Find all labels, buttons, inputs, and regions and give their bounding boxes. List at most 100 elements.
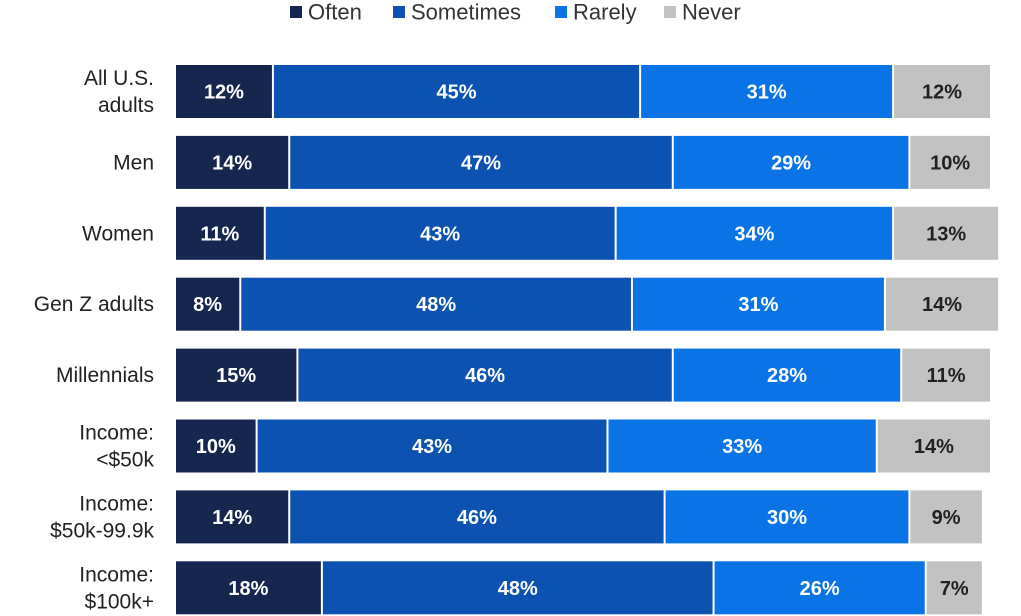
legend-swatch-never bbox=[664, 6, 676, 18]
category-label-line: Millennials bbox=[56, 364, 154, 387]
data-label-rarely-income-50k-99-9k: 30% bbox=[767, 507, 807, 529]
bar-row-women: 11% 43% 34% 13% bbox=[176, 206, 999, 260]
data-label-never-gen-z-adults: 14% bbox=[922, 294, 962, 316]
data-label-never-women: 13% bbox=[926, 223, 966, 245]
bar-sometimes-gen-z-adults bbox=[241, 277, 631, 331]
category-label-income-100k: Income: $100k+ bbox=[79, 563, 154, 613]
legend-swatch-often bbox=[290, 6, 302, 18]
bar-row-millennials: 15% 46% 28% 11% bbox=[176, 348, 990, 402]
category-labels: All U.S. adults Men Women Gen Z adults Millen… bbox=[34, 67, 155, 613]
legend-label-rarely: Rarely bbox=[573, 0, 637, 25]
bar-sometimes-income-100k bbox=[322, 561, 713, 615]
category-label-gen-z-adults: Gen Z adults bbox=[34, 293, 154, 316]
category-label-millennials: Millennials bbox=[56, 364, 154, 387]
data-label-rarely-women: 34% bbox=[734, 223, 774, 245]
bar-rarely-gen-z-adults bbox=[632, 277, 884, 331]
category-label-line: All U.S. bbox=[84, 67, 154, 90]
data-label-often-millennials: 15% bbox=[216, 365, 256, 387]
data-label-sometimes-income-100k: 48% bbox=[498, 578, 538, 600]
data-label-rarely-gen-z-adults: 31% bbox=[738, 294, 778, 316]
legend-swatch-rarely bbox=[555, 6, 567, 18]
bar-often-income-50k bbox=[176, 419, 256, 473]
bar-rarely-income-50k-99-9k bbox=[665, 490, 909, 544]
category-label-line: Gen Z adults bbox=[34, 293, 154, 316]
bar-row-all-u-s-adults: 12% 45% 31% 12% bbox=[176, 65, 990, 118]
data-label-rarely-men: 29% bbox=[771, 152, 811, 174]
category-label-income-50k-99-9k: Income: $50k-99.9k bbox=[50, 492, 154, 542]
bars: 12% 45% 31% 12% 14% 47% 29% 10% 11% 43% 34% 13% 8% 48… bbox=[176, 65, 999, 615]
bar-sometimes-income-50k-99-9k bbox=[290, 490, 664, 544]
legend-item-rarely: Rarely bbox=[555, 0, 637, 25]
data-label-often-all-u-s-adults: 12% bbox=[204, 82, 244, 104]
category-label-line: Income: bbox=[79, 563, 154, 586]
data-label-rarely-all-u-s-adults: 31% bbox=[747, 82, 787, 104]
legend-label-often: Often bbox=[308, 0, 362, 25]
legend-item-sometimes: Sometimes bbox=[393, 0, 521, 25]
data-label-sometimes-men: 47% bbox=[461, 152, 501, 174]
category-label-line: Income: bbox=[79, 492, 154, 515]
category-label-income-50k: Income: <$50k bbox=[79, 421, 154, 471]
data-label-never-income-50k: 14% bbox=[914, 436, 954, 458]
data-label-sometimes-income-50k-99-9k: 46% bbox=[457, 507, 497, 529]
category-label-men: Men bbox=[113, 151, 154, 174]
bar-never-income-50k-99-9k bbox=[910, 490, 982, 544]
category-label-line: Income: bbox=[79, 421, 154, 444]
bar-often-income-100k bbox=[176, 561, 321, 615]
data-label-often-men: 14% bbox=[212, 152, 252, 174]
legend-swatch-sometimes bbox=[393, 6, 405, 18]
bar-never-income-50k bbox=[877, 419, 990, 473]
bar-rarely-women bbox=[616, 206, 893, 260]
legend-item-often: Often bbox=[290, 0, 362, 25]
category-label-line: Men bbox=[113, 151, 154, 174]
category-label-line: $50k-99.9k bbox=[50, 519, 154, 542]
bar-never-men bbox=[910, 135, 990, 189]
bar-sometimes-men bbox=[290, 135, 672, 189]
bar-never-gen-z-adults bbox=[885, 277, 999, 331]
bar-rarely-all-u-s-adults bbox=[641, 65, 893, 118]
data-label-sometimes-millennials: 46% bbox=[465, 365, 505, 387]
bar-row-men: 14% 47% 29% 10% bbox=[176, 135, 990, 189]
legend-label-sometimes: Sometimes bbox=[411, 0, 521, 25]
data-label-rarely-income-50k: 33% bbox=[722, 436, 762, 458]
bar-row-income-50k: 10% 43% 33% 14% bbox=[176, 419, 990, 473]
data-label-often-gen-z-adults: 8% bbox=[193, 294, 222, 316]
bar-never-women bbox=[894, 206, 999, 260]
bar-rarely-income-100k bbox=[714, 561, 925, 615]
data-label-never-all-u-s-adults: 12% bbox=[922, 82, 962, 104]
bar-sometimes-women bbox=[265, 206, 615, 260]
category-label-line: adults bbox=[98, 94, 154, 117]
data-label-never-men: 10% bbox=[930, 152, 970, 174]
data-label-rarely-millennials: 28% bbox=[767, 365, 807, 387]
bar-rarely-income-50k bbox=[608, 419, 876, 473]
data-label-sometimes-women: 43% bbox=[420, 223, 460, 245]
legend-label-never: Never bbox=[682, 0, 741, 25]
bar-often-men bbox=[176, 135, 289, 189]
bar-row-income-100k: 18% 48% 26% 7% bbox=[176, 561, 982, 615]
data-label-sometimes-gen-z-adults: 48% bbox=[416, 294, 456, 316]
category-label-line: <$50k bbox=[96, 448, 154, 471]
data-label-never-millennials: 11% bbox=[927, 365, 966, 387]
bar-rarely-millennials bbox=[673, 348, 901, 402]
data-label-often-income-50k: 10% bbox=[196, 436, 236, 458]
bar-never-all-u-s-adults bbox=[894, 65, 990, 118]
category-label-women: Women bbox=[82, 222, 154, 245]
bar-often-gen-z-adults bbox=[176, 277, 240, 331]
bar-often-income-50k-99-9k bbox=[176, 490, 289, 544]
category-label-all-u-s-adults: All U.S. adults bbox=[84, 67, 154, 117]
bar-row-gen-z-adults: 8% 48% 31% 14% bbox=[176, 277, 999, 331]
data-label-often-income-50k-99-9k: 14% bbox=[212, 507, 252, 529]
bar-rarely-men bbox=[673, 135, 909, 189]
legend: Often Sometimes Rarely Never bbox=[290, 0, 741, 25]
category-label-line: $100k+ bbox=[85, 590, 154, 613]
bar-sometimes-all-u-s-adults bbox=[273, 65, 640, 118]
data-label-never-income-100k: 7% bbox=[940, 578, 969, 600]
bar-never-millennials bbox=[902, 348, 990, 402]
data-label-never-income-50k-99-9k: 9% bbox=[932, 507, 961, 529]
bar-row-income-50k-99-9k: 14% 46% 30% 9% bbox=[176, 490, 982, 544]
legend-item-never: Never bbox=[664, 0, 741, 25]
bar-often-millennials bbox=[176, 348, 297, 402]
data-label-sometimes-all-u-s-adults: 45% bbox=[437, 82, 477, 104]
bar-sometimes-millennials bbox=[298, 348, 672, 402]
category-label-line: Women bbox=[82, 222, 154, 245]
